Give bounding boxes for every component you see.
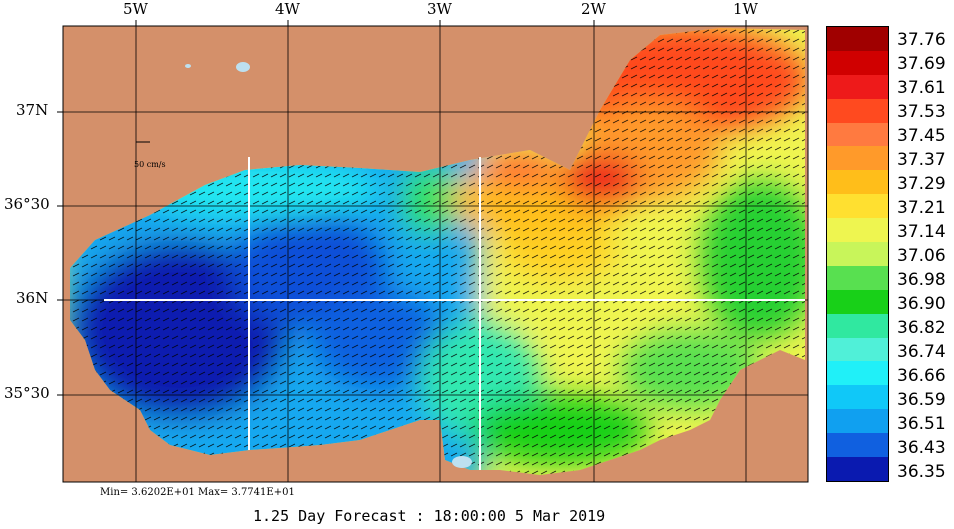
colorbar-label: 36.43 (897, 438, 946, 458)
lon-label-5w: 5W (123, 0, 148, 18)
colorbar-label: 36.90 (897, 294, 946, 314)
lon-label-3w: 3W (427, 0, 452, 18)
colorbar-label: 36.74 (897, 342, 946, 362)
colorbar-label: 37.14 (897, 222, 946, 242)
colorbar-label: 36.66 (897, 366, 946, 386)
lat-label-36-30: 36°30 (4, 195, 50, 213)
colorbar-label: 36.98 (897, 270, 946, 290)
min-max-text: Min= 3.6202E+01 Max= 3.7741E+01 (100, 487, 295, 498)
colorbar-segment (827, 433, 888, 458)
colorbar-segment (827, 337, 888, 362)
colorbar-segment (827, 146, 888, 171)
colorbar-segment (827, 98, 888, 123)
colorbar-segment (827, 27, 888, 51)
colorbar (826, 26, 889, 482)
colorbar-label: 37.06 (897, 246, 946, 266)
colorbar-label: 36.59 (897, 390, 946, 410)
colorbar-label: 36.35 (897, 462, 946, 482)
colorbar-label: 37.76 (897, 30, 946, 50)
colorbar-segment (827, 50, 888, 75)
colorbar-segment (827, 194, 888, 219)
colorbar-segment (827, 313, 888, 338)
colorbar-label: 37.29 (897, 174, 946, 194)
colorbar-label: 37.69 (897, 54, 946, 74)
colorbar-segment (827, 265, 888, 290)
lon-label-2w: 2W (581, 0, 606, 18)
lat-label-35-30: 35°30 (4, 384, 50, 402)
colorbar-label: 37.21 (897, 198, 946, 218)
lat-label-36n: 36N (16, 289, 49, 307)
colorbar-segment (827, 361, 888, 386)
colorbar-segment (827, 457, 888, 481)
colorbar-labels: 37.76 37.69 37.61 37.53 37.45 37.37 37.29 37.21… (897, 26, 954, 482)
colorbar-label: 37.53 (897, 102, 946, 122)
colorbar-segment (827, 218, 888, 243)
colorbar-label: 37.61 (897, 78, 946, 98)
colorbar-label: 36.82 (897, 318, 946, 338)
colorbar-segment (827, 242, 888, 266)
lon-label-1w: 1W (733, 0, 758, 18)
colorbar-segment (827, 74, 888, 99)
section-lines (104, 157, 805, 470)
forecast-caption: 1.25 Day Forecast : 18:00:00 5 Mar 2019 (253, 507, 606, 525)
colorbar-label: 36.51 (897, 414, 946, 434)
colorbar-segment (827, 122, 888, 147)
colorbar-segment (827, 170, 888, 195)
colorbar-segment (827, 385, 888, 410)
colorbar-segment (827, 409, 888, 434)
colorbar-label: 37.37 (897, 150, 946, 170)
colorbar-segment (827, 289, 888, 314)
lat-label-37n: 37N (16, 101, 49, 119)
colorbar-label: 37.45 (897, 126, 946, 146)
velocity-scale-label: 50 cm/s (134, 160, 166, 169)
lon-label-4w: 4W (275, 0, 300, 18)
